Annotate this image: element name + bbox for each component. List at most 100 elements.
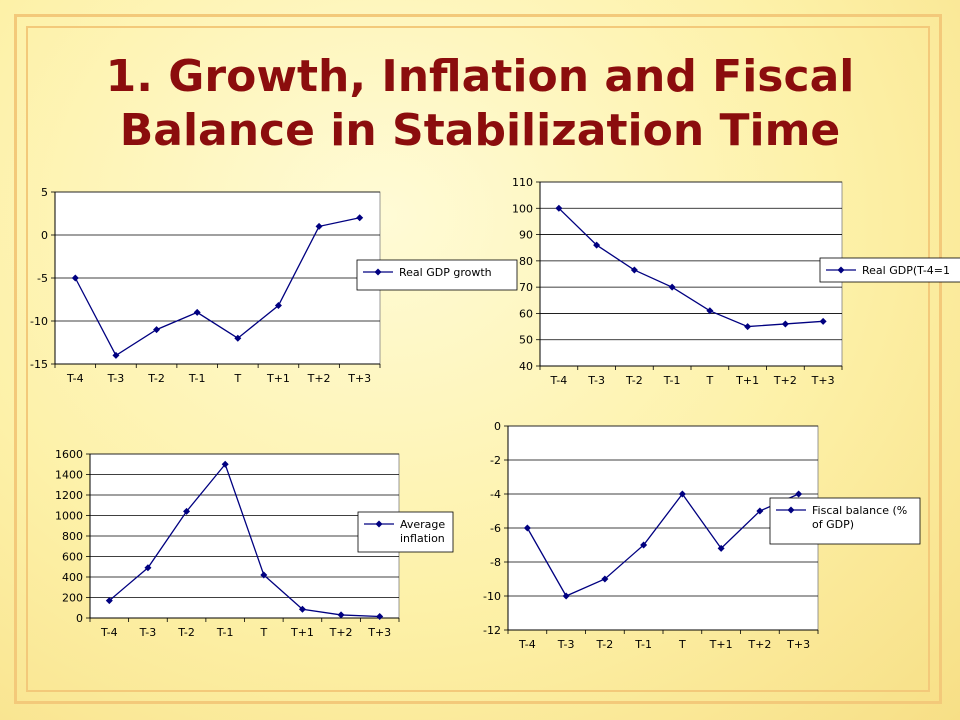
x-tick-label: T+2 bbox=[747, 638, 771, 651]
data-point bbox=[523, 524, 531, 532]
y-tick-label: 100 bbox=[512, 202, 533, 215]
y-tick-label: 1400 bbox=[55, 469, 83, 482]
data-point bbox=[71, 274, 79, 282]
data-point bbox=[274, 302, 282, 310]
y-tick-label: -8 bbox=[490, 556, 501, 569]
legend-label: of GDP) bbox=[812, 518, 854, 531]
data-point bbox=[555, 204, 563, 212]
data-point bbox=[315, 222, 323, 230]
legend: Real GDP(T-4=1 bbox=[819, 257, 960, 283]
x-tick-label: T-3 bbox=[587, 374, 605, 387]
legend-box bbox=[357, 511, 454, 553]
legend-marker bbox=[787, 506, 795, 514]
y-tick-label: 600 bbox=[62, 551, 83, 564]
y-tick-label: -10 bbox=[30, 315, 48, 328]
y-tick-label: -15 bbox=[30, 358, 48, 371]
data-point bbox=[706, 307, 714, 315]
data-point bbox=[234, 334, 242, 342]
x-tick-label: T+2 bbox=[773, 374, 797, 387]
x-tick-label: T+3 bbox=[347, 372, 371, 385]
data-point bbox=[819, 317, 827, 325]
legend-label: Average bbox=[400, 518, 445, 531]
x-tick-label: T-1 bbox=[663, 374, 681, 387]
data-point bbox=[717, 544, 725, 552]
slide-title-line2: Balance in Stabilization Time bbox=[119, 105, 841, 156]
x-tick-label: T bbox=[706, 374, 714, 387]
data-point bbox=[744, 323, 752, 331]
x-tick-label: T+3 bbox=[811, 374, 835, 387]
x-tick-label: T bbox=[259, 626, 267, 639]
x-tick-label: T+2 bbox=[329, 626, 353, 639]
x-tick-label: T-4 bbox=[66, 372, 84, 385]
x-tick-label: T-2 bbox=[147, 372, 165, 385]
x-tick-label: T+1 bbox=[709, 638, 733, 651]
data-point bbox=[260, 571, 268, 579]
x-tick-label: T-3 bbox=[557, 638, 575, 651]
data-point bbox=[668, 283, 676, 291]
legend-label: Fiscal balance (% bbox=[812, 504, 907, 517]
chart-gdp-index: 110 100 90 80 70 60 50 40 T-4 T-3 T-2 T-1 T T+1 T+2 T+3… bbox=[512, 176, 960, 387]
legend-label: inflation bbox=[400, 532, 445, 545]
legend-box bbox=[769, 497, 921, 545]
x-tick-label: T+1 bbox=[266, 372, 290, 385]
data-point bbox=[193, 308, 201, 316]
data-point bbox=[153, 326, 161, 334]
y-tick-label: 200 bbox=[62, 592, 83, 605]
y-tick-label: 1200 bbox=[55, 489, 83, 502]
y-tick-label: 1000 bbox=[55, 510, 83, 523]
x-tick-label: T+1 bbox=[735, 374, 759, 387]
y-tick-label: 40 bbox=[519, 360, 533, 373]
y-tick-label: -10 bbox=[483, 590, 501, 603]
data-point bbox=[356, 214, 364, 222]
series-line bbox=[558, 207, 824, 328]
plot-area bbox=[539, 181, 843, 367]
legend-marker bbox=[375, 520, 383, 528]
x-tick-label: T-4 bbox=[550, 374, 568, 387]
data-point bbox=[630, 266, 638, 274]
data-point bbox=[105, 597, 113, 605]
slide-title-line1: 1. Growth, Inflation and Fiscal bbox=[105, 51, 855, 102]
series-line bbox=[526, 492, 799, 597]
x-tick-label: T-2 bbox=[177, 626, 195, 639]
series-line bbox=[108, 462, 380, 618]
data-point bbox=[337, 611, 345, 619]
x-tick-label: T-3 bbox=[107, 372, 125, 385]
y-tick-label: 5 bbox=[41, 186, 48, 199]
y-tick-label: -6 bbox=[490, 522, 501, 535]
legend-label: Real GDP growth bbox=[399, 266, 492, 279]
y-tick-label: 60 bbox=[519, 307, 533, 320]
legend-marker bbox=[837, 266, 845, 274]
legend-marker bbox=[374, 268, 382, 276]
y-tick-label: 1600 bbox=[55, 448, 83, 461]
x-tick-label: T bbox=[678, 638, 686, 651]
slide-inner-border bbox=[26, 26, 930, 692]
data-point bbox=[298, 605, 306, 613]
data-point bbox=[781, 320, 789, 328]
y-tick-label: 0 bbox=[494, 420, 501, 433]
data-point bbox=[112, 351, 120, 359]
data-point bbox=[144, 564, 152, 572]
x-tick-label: T-1 bbox=[188, 372, 206, 385]
data-point bbox=[562, 592, 570, 600]
legend-label: Real GDP(T-4=1 bbox=[862, 264, 950, 277]
x-tick-label: T-3 bbox=[139, 626, 157, 639]
y-tick-label: -12 bbox=[483, 624, 501, 637]
chart-inflation: 1600 1400 1200 1000 800 600 400 200 0 T-4 T-3 T-2 T-… bbox=[55, 448, 454, 639]
x-tick-label: T bbox=[233, 372, 241, 385]
chart-gdp-growth: 5 0 -5 -10 -15 T-4 T-3 T-2 T-1 T T+1 T+2 T+3 Real GDP… bbox=[30, 186, 518, 385]
y-tick-label: 110 bbox=[512, 176, 533, 189]
x-tick-label: T-2 bbox=[625, 374, 643, 387]
data-point bbox=[221, 460, 229, 468]
x-tick-label: T+1 bbox=[290, 626, 314, 639]
y-tick-label: 800 bbox=[62, 530, 83, 543]
series-line bbox=[74, 217, 360, 357]
x-tick-label: T+3 bbox=[367, 626, 391, 639]
data-point bbox=[640, 541, 648, 549]
x-tick-label: T-1 bbox=[216, 626, 234, 639]
data-point bbox=[601, 575, 609, 583]
legend: Real GDP growth bbox=[356, 259, 518, 291]
y-tick-label: 90 bbox=[519, 229, 533, 242]
x-tick-label: T-1 bbox=[634, 638, 652, 651]
data-point bbox=[756, 507, 764, 515]
